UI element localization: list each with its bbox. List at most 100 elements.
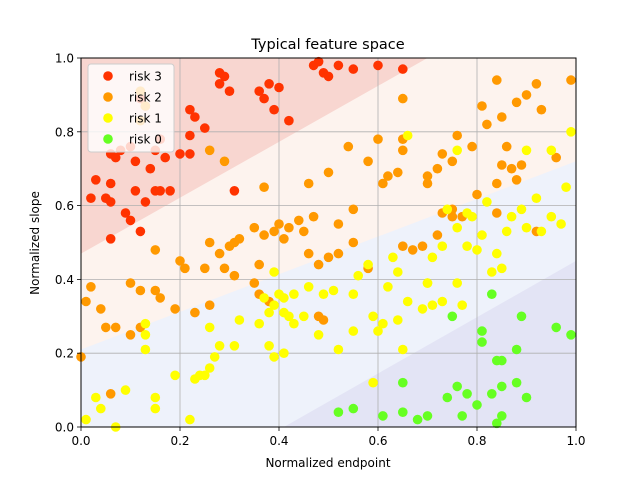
data-point — [234, 315, 245, 325]
data-point — [110, 322, 121, 333]
data-point — [333, 60, 344, 71]
data-point — [511, 97, 522, 108]
data-point — [373, 134, 383, 144]
data-point — [452, 130, 463, 141]
data-point — [333, 407, 344, 418]
data-point — [214, 248, 225, 259]
data-point — [432, 230, 443, 240]
data-point — [269, 267, 279, 277]
data-point — [442, 204, 453, 215]
data-point — [417, 304, 428, 314]
series-risk-2 — [76, 75, 576, 399]
data-point — [190, 374, 200, 384]
data-point — [274, 219, 284, 229]
data-point — [150, 245, 161, 255]
data-point — [516, 311, 527, 322]
data-point — [303, 248, 314, 259]
data-point — [487, 267, 497, 277]
data-point — [135, 226, 146, 237]
data-point — [521, 222, 532, 233]
data-point — [348, 204, 359, 215]
data-point — [462, 241, 472, 251]
data-point — [259, 93, 269, 104]
legend-label: risk 3 — [129, 70, 162, 84]
data-point — [511, 344, 522, 355]
data-point — [170, 304, 180, 314]
data-point — [185, 149, 195, 159]
data-point — [279, 293, 289, 303]
data-point — [422, 278, 433, 288]
data-point — [566, 330, 576, 340]
data-point — [363, 156, 373, 167]
x-tick-label: 0.4 — [269, 434, 288, 448]
data-point — [125, 215, 136, 226]
data-point — [556, 219, 566, 229]
data-point — [328, 285, 339, 296]
data-points — [76, 56, 576, 432]
data-point — [204, 300, 215, 311]
data-point — [536, 104, 547, 115]
data-point — [155, 293, 165, 303]
data-point — [373, 60, 383, 71]
data-point — [566, 75, 576, 85]
data-point — [269, 352, 279, 362]
data-point — [96, 304, 106, 314]
data-point — [303, 282, 314, 292]
y-tick-label: 0.0 — [55, 421, 74, 435]
data-point — [185, 130, 195, 141]
data-point — [378, 178, 388, 189]
y-axis-label: Normalized slope — [28, 191, 42, 295]
data-point — [531, 79, 542, 89]
series-risk-0 — [333, 289, 576, 429]
y-tick-label: 0.4 — [55, 273, 74, 287]
data-point — [333, 219, 344, 229]
data-point — [501, 226, 512, 237]
data-point — [353, 270, 364, 281]
data-point — [185, 414, 195, 425]
data-point — [407, 245, 418, 255]
data-point — [472, 400, 482, 410]
data-point — [299, 311, 309, 322]
data-point — [497, 160, 507, 170]
data-point — [200, 263, 210, 274]
data-point — [254, 86, 264, 96]
data-point — [477, 326, 487, 336]
data-point — [279, 234, 289, 244]
data-point — [506, 163, 517, 174]
data-point — [561, 182, 571, 192]
data-point — [229, 186, 240, 196]
legend-label: risk 2 — [129, 91, 162, 105]
data-point — [259, 230, 269, 240]
legend-label: risk 1 — [129, 112, 162, 126]
data-point — [378, 411, 388, 421]
data-point — [477, 230, 487, 240]
data-point — [393, 267, 403, 277]
data-point — [457, 411, 468, 421]
data-point — [204, 145, 215, 156]
data-point — [546, 145, 557, 156]
data-point — [497, 112, 507, 122]
data-point — [452, 145, 463, 156]
data-point — [219, 263, 230, 274]
data-point — [175, 149, 185, 159]
x-tick-label: 1.0 — [566, 434, 585, 448]
data-point — [264, 341, 274, 351]
data-point — [130, 186, 141, 196]
data-point — [546, 211, 557, 222]
data-point — [333, 344, 344, 355]
data-point — [86, 282, 96, 292]
data-point — [150, 403, 161, 414]
data-point — [447, 156, 458, 167]
data-point — [521, 90, 532, 100]
data-point — [447, 311, 458, 322]
data-point — [482, 119, 492, 130]
legend-marker — [103, 113, 113, 123]
data-point — [120, 385, 131, 395]
data-point — [521, 145, 532, 156]
data-point — [437, 296, 448, 307]
data-point — [145, 163, 156, 174]
data-point — [229, 341, 240, 351]
data-point — [259, 293, 269, 303]
plot-frame — [80, 57, 577, 428]
